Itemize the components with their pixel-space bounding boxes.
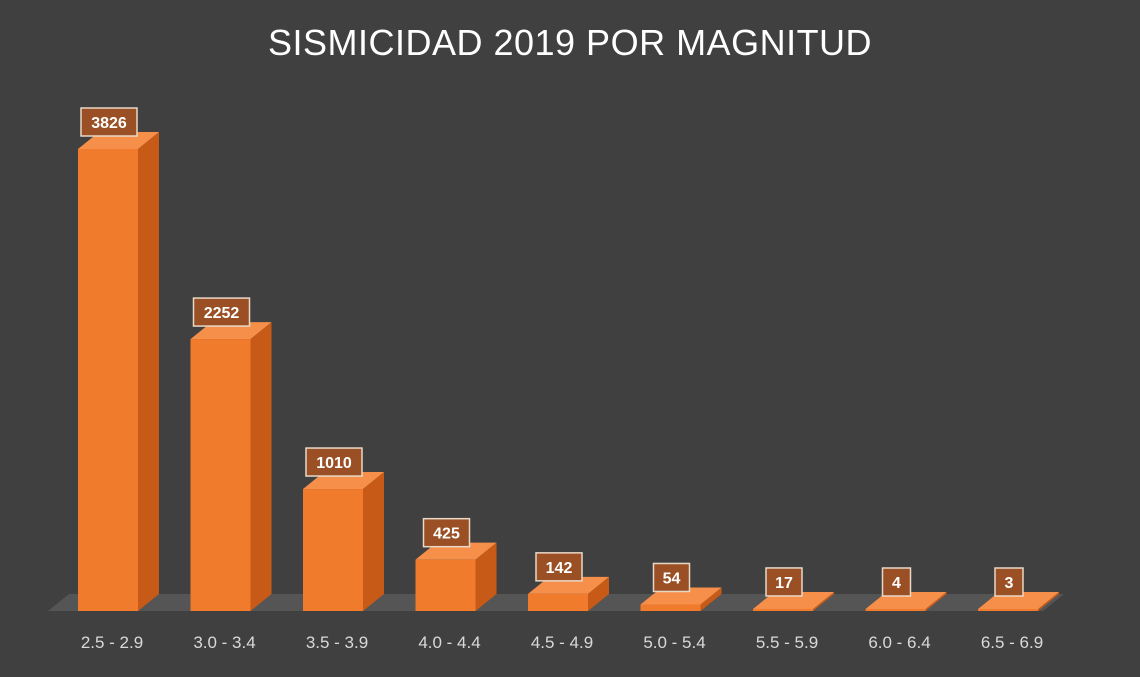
x-tick-label: 4.0 - 4.4 (418, 633, 480, 652)
bar-side (475, 542, 497, 611)
bar (190, 322, 272, 611)
x-axis-tick-labels: 2.5 - 2.9 3.0 - 3.4 3.5 - 3.9 4.0 - 4.4 4.5 … (81, 633, 1043, 652)
data-label-text: 2252 (204, 305, 240, 322)
x-tick-label: 5.5 - 5.9 (756, 633, 818, 652)
data-label-box (192, 297, 251, 327)
bars-group (78, 132, 1059, 611)
data-label: 3826 (80, 107, 138, 137)
data-label: 1010 (305, 447, 363, 477)
data-label-text: 3 (1005, 575, 1014, 592)
data-label: 2252 (192, 297, 251, 327)
data-label-box (994, 567, 1024, 597)
bar-side (363, 472, 384, 611)
x-tick-label: 2.5 - 2.9 (81, 633, 143, 652)
data-label: 3 (994, 567, 1024, 597)
data-label-text: 4 (892, 575, 901, 592)
data-label-text: 3826 (91, 115, 127, 132)
data-labels-group: 3826 2252 1010 425 142 54 17 4 3 (80, 107, 1024, 597)
data-label: 17 (765, 567, 803, 597)
bar-side (138, 132, 159, 611)
bar-side (1038, 592, 1059, 611)
bar-front (78, 149, 138, 611)
x-tick-label: 5.0 - 5.4 (643, 633, 705, 652)
x-tick-label: 4.5 - 4.9 (531, 633, 593, 652)
bar-front (865, 609, 926, 611)
x-tick-label: 3.0 - 3.4 (193, 633, 255, 652)
data-label-box (305, 447, 363, 477)
bar (78, 132, 159, 611)
data-label: 4 (881, 567, 912, 597)
bar (415, 542, 497, 611)
bar-side (925, 592, 947, 611)
bar-front (190, 339, 251, 611)
chart-title: SISMICIDAD 2019 POR MAGNITUD (267, 22, 873, 63)
data-label: 425 (422, 517, 471, 548)
bar-side (813, 591, 834, 611)
bar-front (978, 609, 1038, 611)
data-label-text: 17 (775, 575, 793, 592)
bar (303, 472, 384, 611)
data-label-box (765, 567, 803, 597)
data-label-text: 425 (433, 526, 460, 543)
data-label-box (881, 567, 912, 597)
data-label-box (422, 517, 471, 548)
data-label: 142 (535, 552, 583, 582)
data-label-box (535, 552, 583, 582)
bar-side (250, 322, 272, 611)
bar-front (528, 593, 588, 611)
data-label-text: 142 (546, 560, 573, 577)
x-tick-label: 6.0 - 6.4 (868, 633, 930, 652)
data-label: 54 (652, 562, 691, 593)
data-label-box (652, 562, 691, 593)
x-tick-label: 3.5 - 3.9 (306, 633, 368, 652)
bar-front (640, 604, 701, 611)
bar-front (753, 608, 813, 611)
x-tick-label: 6.5 - 6.9 (981, 633, 1043, 652)
bar-front (415, 559, 476, 611)
data-label-text: 54 (663, 570, 681, 587)
bar-side (700, 587, 722, 611)
bar-front (303, 489, 363, 611)
data-label-text: 1010 (316, 455, 352, 472)
bar-side (588, 576, 609, 611)
data-label-box (80, 107, 138, 137)
